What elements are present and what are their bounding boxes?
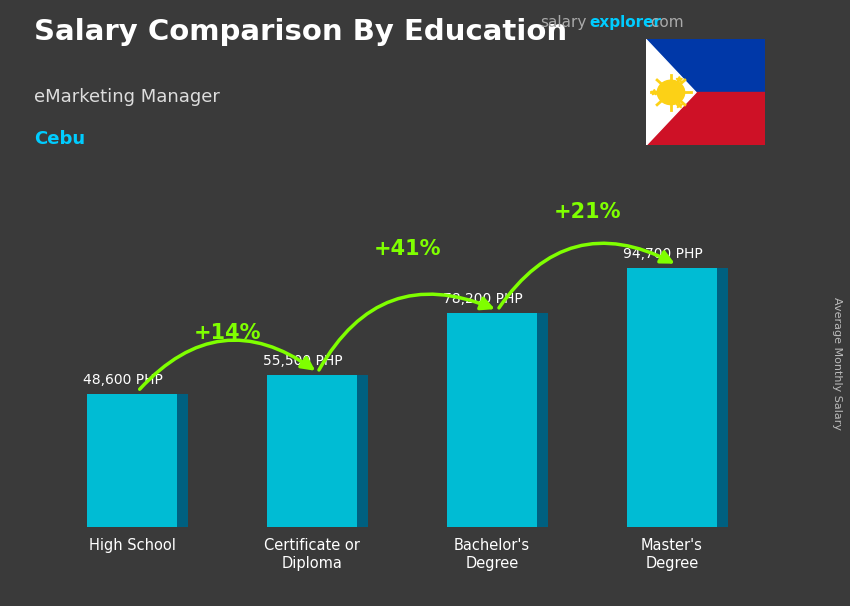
- Polygon shape: [717, 268, 728, 527]
- Text: Average Monthly Salary: Average Monthly Salary: [832, 297, 842, 430]
- Polygon shape: [178, 394, 188, 527]
- Text: Cebu: Cebu: [34, 130, 85, 148]
- Text: salary: salary: [540, 15, 586, 30]
- Polygon shape: [676, 76, 683, 82]
- Text: 94,700 PHP: 94,700 PHP: [623, 247, 703, 261]
- Polygon shape: [626, 268, 717, 527]
- Polygon shape: [88, 394, 178, 527]
- Text: +14%: +14%: [194, 323, 262, 343]
- Text: explorer: explorer: [589, 15, 661, 30]
- Circle shape: [657, 80, 684, 105]
- Bar: [646, 39, 765, 92]
- Polygon shape: [267, 375, 357, 527]
- Text: 48,600 PHP: 48,600 PHP: [83, 373, 163, 387]
- Text: eMarketing Manager: eMarketing Manager: [34, 88, 220, 106]
- Text: .com: .com: [647, 15, 684, 30]
- Text: 78,200 PHP: 78,200 PHP: [443, 292, 523, 306]
- Polygon shape: [676, 102, 683, 108]
- Text: +21%: +21%: [553, 202, 621, 222]
- Text: +41%: +41%: [374, 239, 441, 259]
- Polygon shape: [447, 313, 537, 527]
- Polygon shape: [537, 313, 547, 527]
- Bar: [646, 92, 765, 145]
- Text: Salary Comparison By Education: Salary Comparison By Education: [34, 18, 567, 46]
- Polygon shape: [357, 375, 368, 527]
- Polygon shape: [651, 90, 658, 95]
- Polygon shape: [646, 39, 696, 145]
- Text: 55,500 PHP: 55,500 PHP: [264, 355, 343, 368]
